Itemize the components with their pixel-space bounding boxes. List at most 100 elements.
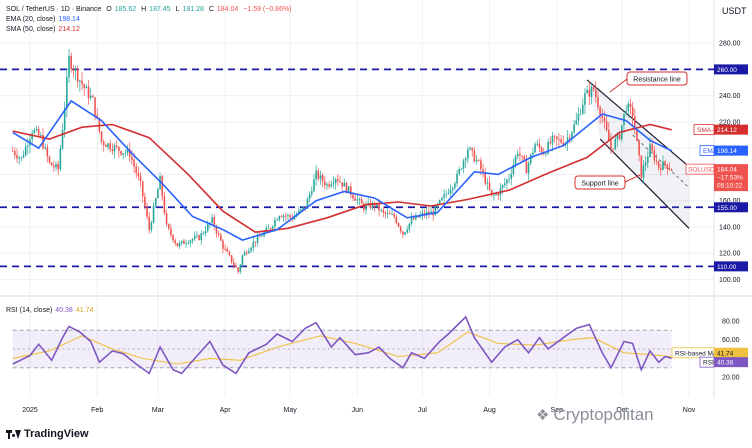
rsi-tick-label: 20.00 (722, 375, 740, 382)
candle-body (20, 157, 23, 159)
candle-body (581, 104, 584, 114)
candle-body (74, 68, 77, 71)
level-tag-lower: 155.00 (714, 202, 748, 213)
candle-body (337, 179, 339, 182)
candle-body (18, 157, 20, 159)
candle-body (438, 200, 441, 205)
candle-body (462, 160, 465, 169)
candle-body (469, 147, 471, 150)
candle-body (165, 213, 168, 225)
candle-body (131, 156, 133, 160)
candle-body (89, 95, 92, 99)
resistance-callout: Resistance line (626, 71, 688, 86)
open-label: O (106, 6, 112, 13)
candle-body (493, 194, 495, 196)
candle-body (200, 233, 203, 240)
candle-body (391, 213, 393, 215)
candle-body (293, 216, 296, 220)
candle-body (105, 145, 107, 147)
candle-body (215, 226, 218, 234)
candle-body (254, 241, 257, 243)
candle-body (330, 184, 333, 187)
candle-body (345, 182, 348, 192)
candle-body (406, 229, 408, 233)
candle-body (660, 167, 662, 170)
candle-body (226, 248, 229, 252)
rsi-ma-legend-value: 41.74 (75, 307, 94, 314)
currency-label[interactable]: USDT (722, 6, 747, 16)
candle-body (59, 148, 62, 170)
candle-body (356, 199, 359, 201)
candle-body (98, 117, 101, 132)
candle-body (482, 169, 484, 173)
candle-body (350, 186, 352, 195)
resistance-pointer (609, 78, 628, 93)
price-tick-label: 140.00 (719, 224, 741, 231)
candle-body (640, 155, 643, 178)
candle-body (217, 233, 220, 235)
candle-body (644, 162, 647, 166)
candle-body (352, 194, 354, 198)
candle-body (397, 223, 400, 227)
candle-body (649, 144, 651, 157)
candle-body (211, 217, 213, 223)
candle-body (100, 131, 103, 142)
candle-body (63, 108, 66, 130)
candle-body (358, 199, 361, 200)
candle-body (282, 215, 285, 218)
candle-body (588, 89, 591, 97)
candle-body (150, 222, 153, 230)
sma-legend[interactable]: SMA (50, close) 214.12 (6, 25, 83, 34)
rsi-ma-tag-value: 41.74 (717, 350, 734, 357)
rsi-ma-tag-value-box (714, 347, 748, 358)
time-tick-label: Oct (616, 407, 627, 414)
candle-body (276, 219, 278, 221)
candle-body (384, 212, 387, 214)
candle-body (11, 150, 14, 152)
time-tick-label: Mar (152, 407, 165, 414)
candle-body (280, 216, 283, 218)
candle-body (241, 255, 244, 265)
candle-body (16, 155, 18, 159)
candle-body (232, 262, 235, 266)
level-tag-lower-value-box (714, 202, 748, 213)
time-tick-label: Feb (91, 407, 103, 414)
support-line (599, 138, 690, 229)
candle-body (339, 181, 341, 183)
level-tag-bottom-value: 110.00 (717, 264, 737, 271)
candle-body (68, 55, 70, 78)
candle-body (53, 165, 55, 168)
level-tag-lower-value: 155.00 (717, 205, 737, 212)
rsi-legend[interactable]: RSI (14, close) 40.38 41.74 (6, 306, 96, 315)
candle-body (447, 193, 450, 195)
candle-body (458, 169, 461, 174)
tradingview-logo: TradingView (6, 428, 89, 440)
candle-body (399, 226, 402, 232)
candle-body (79, 80, 81, 82)
candle-body (202, 233, 205, 234)
candle-body (167, 224, 170, 229)
candle-body (402, 231, 404, 235)
candle-body (113, 145, 116, 152)
candle-body (332, 183, 335, 185)
candle-body (380, 209, 382, 211)
candle-body (154, 198, 157, 207)
candle-body (324, 181, 326, 186)
candle-body (76, 68, 79, 82)
candle-body (666, 164, 669, 170)
candle-body (83, 84, 85, 89)
candle-body (191, 239, 194, 241)
ema-legend[interactable]: EMA (20, close) 198.14 (6, 15, 83, 24)
candle-body (328, 184, 330, 187)
candle-body (525, 160, 528, 174)
rsi-tag-label: RSI (703, 360, 714, 367)
support-callout-text: Support line (581, 181, 618, 188)
price-tick-label: 220.00 (719, 119, 741, 126)
candle-body (267, 227, 270, 229)
candle-body (343, 182, 346, 187)
candle-body (553, 135, 556, 137)
symbol-label[interactable]: SOL / TetherUS · 1D · Binance (6, 6, 102, 13)
